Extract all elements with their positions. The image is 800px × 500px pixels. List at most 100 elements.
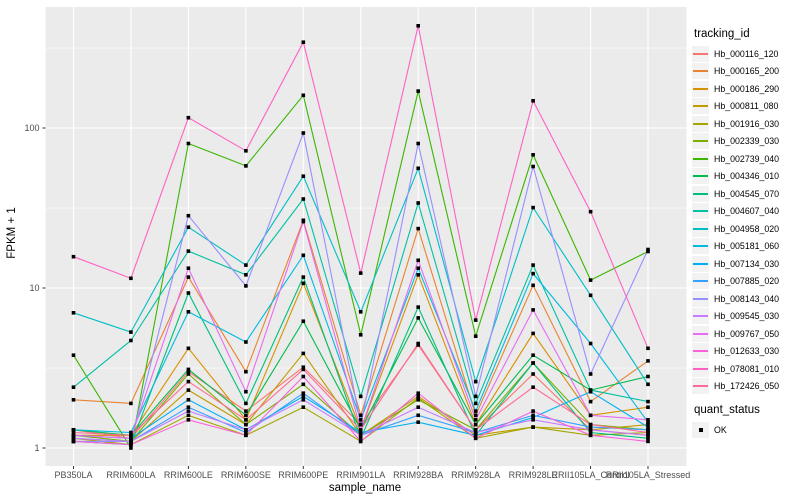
legend-key-swatch (692, 273, 709, 290)
data-point (416, 316, 420, 320)
legend-color-line-icon (693, 140, 708, 143)
data-point (244, 413, 248, 418)
data-point (646, 425, 650, 429)
legend-item-label: Hb_009545_030 (714, 311, 780, 322)
data-point (531, 283, 535, 288)
legend-item-Hb_000165_200: Hb_000165_200 (692, 63, 798, 81)
data-point (301, 174, 306, 178)
legend-color-line-icon (693, 87, 708, 90)
data-point (186, 418, 191, 422)
legend-item-label: Hb_004607_040 (714, 206, 780, 217)
data-point (531, 271, 535, 276)
data-point (244, 418, 248, 422)
data-point (186, 372, 191, 376)
x-tick-label: RRII105LA_Stressed (606, 470, 691, 480)
data-point (473, 418, 478, 422)
data-point (473, 334, 478, 338)
data-point (358, 433, 363, 438)
data-point (416, 305, 420, 309)
data-point (646, 399, 650, 404)
data-point (301, 394, 306, 399)
data-point (416, 273, 420, 277)
legend-key-swatch (692, 343, 709, 360)
x-tick-label: RRIM600SE (221, 470, 271, 480)
legend-item-label: Hb_004545_070 (714, 188, 780, 199)
data-point (186, 249, 191, 253)
data-point (473, 413, 478, 418)
y-tick-label: 10 (29, 283, 39, 293)
data-point (358, 418, 363, 422)
data-point (588, 372, 593, 376)
data-point (301, 374, 306, 379)
data-point (301, 93, 306, 98)
data-point (186, 213, 191, 218)
data-point (71, 439, 76, 444)
data-point (646, 439, 650, 444)
legend-item-Hb_007885_020: Hb_007885_020 (692, 273, 798, 291)
x-tick-label: RRIM901LA (336, 470, 385, 480)
data-point (473, 379, 478, 384)
data-point (244, 164, 248, 168)
legend-key-swatch (692, 255, 709, 272)
data-point (244, 428, 248, 432)
data-point (186, 275, 191, 279)
data-point (358, 428, 363, 432)
x-tick-label: RRIM600PE (278, 470, 328, 480)
data-point (646, 359, 650, 363)
data-point (646, 405, 650, 409)
legend-item-label: Hb_000116_120 (714, 48, 779, 59)
legend-item-label: Hb_005181_060 (714, 241, 780, 252)
data-point (244, 340, 248, 344)
legend-item-Hb_004346_010: Hb_004346_010 (692, 168, 798, 186)
legend-key-swatch (692, 290, 709, 307)
data-point (473, 422, 478, 427)
legend-color-line-icon (693, 227, 708, 230)
data-point (646, 422, 650, 427)
legend-item-Hb_009545_030: Hb_009545_030 (692, 308, 798, 326)
data-point (646, 346, 650, 351)
legend-color-line-icon (693, 332, 708, 335)
legend-color-line-icon (693, 297, 708, 300)
legend-item-Hb_002739_040: Hb_002739_040 (692, 150, 798, 168)
legend-key-swatch (692, 360, 709, 377)
data-point (646, 382, 650, 387)
data-point (244, 422, 248, 427)
legend-color-line-icon (693, 70, 708, 73)
legend-color-line-icon (693, 52, 708, 55)
data-point (301, 391, 306, 395)
data-point (531, 418, 535, 422)
legend-item-Hb_172426_050: Hb_172426_050 (692, 378, 798, 396)
data-point (71, 430, 76, 435)
legend-color-line-icon (693, 262, 708, 265)
data-point (301, 382, 306, 387)
legend-item-label: Hb_002739_040 (714, 153, 780, 164)
data-point (531, 425, 535, 429)
data-point (186, 346, 191, 351)
data-point (71, 353, 76, 357)
x-axis-title: sample_name (328, 482, 402, 494)
legend-quant-status: quant_status OK (692, 404, 798, 439)
data-point (588, 425, 593, 429)
data-point (416, 141, 420, 146)
data-point (473, 430, 478, 435)
legend-color-line-icon (693, 385, 708, 388)
legend-item-ok: OK (692, 421, 798, 439)
legend-color-line-icon (693, 105, 708, 108)
legend-key-swatch (692, 115, 709, 132)
legend-color-line-icon (693, 280, 708, 283)
data-point (531, 415, 535, 420)
data-point (416, 166, 420, 171)
legend-item-label: Hb_008143_040 (714, 293, 780, 304)
legend-item-Hb_012633_030: Hb_012633_030 (692, 343, 798, 361)
legend-key-swatch (692, 98, 709, 115)
data-point (301, 197, 306, 201)
data-point (358, 439, 363, 444)
legend-item-Hb_000811_080: Hb_000811_080 (692, 98, 798, 116)
data-point (186, 367, 191, 372)
legend-item-label: Hb_004346_010 (714, 171, 780, 182)
data-point (71, 436, 76, 441)
data-point (186, 379, 191, 384)
data-point (531, 385, 535, 389)
data-point (416, 24, 420, 28)
